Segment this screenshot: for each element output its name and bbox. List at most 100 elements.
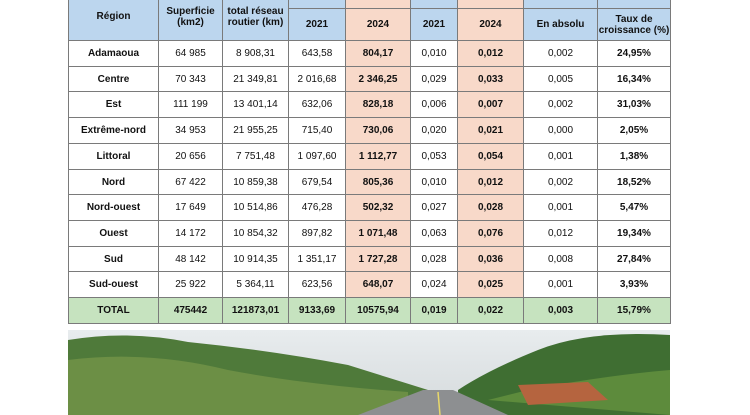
table-cell: 5 364,11 bbox=[222, 271, 289, 298]
row-label: Ouest bbox=[68, 220, 159, 247]
table-cell: 7 751,48 bbox=[222, 143, 289, 170]
table-cell: 897,82 bbox=[288, 220, 346, 247]
header-cell: Taux de croissance (%) bbox=[597, 8, 671, 41]
table-cell: 2 016,68 bbox=[288, 66, 346, 92]
table-cell: 0,012 bbox=[457, 40, 524, 67]
table-cell: 0,003 bbox=[523, 297, 598, 324]
table-cell: 0,005 bbox=[523, 66, 598, 92]
row-label: Est bbox=[68, 91, 159, 118]
header-cell: Superficie (km2) bbox=[158, 0, 223, 41]
table-cell: 1 071,48 bbox=[345, 220, 411, 247]
table-cell: 18,52% bbox=[597, 169, 671, 195]
table-cell: 623,56 bbox=[288, 271, 346, 298]
table-cell: 64 985 bbox=[158, 40, 223, 67]
row-label: Sud-ouest bbox=[68, 271, 159, 298]
table-cell: 0,002 bbox=[523, 40, 598, 67]
table-cell: 0,033 bbox=[457, 66, 524, 92]
table-cell: 16,34% bbox=[597, 66, 671, 92]
table-cell: 19,34% bbox=[597, 220, 671, 247]
table-cell: 8 908,31 bbox=[222, 40, 289, 67]
table-cell: 10 854,32 bbox=[222, 220, 289, 247]
table-cell: 27,84% bbox=[597, 246, 671, 272]
table-cell: 648,07 bbox=[345, 271, 411, 298]
road-photo bbox=[68, 330, 670, 415]
table-cell: 0,002 bbox=[523, 169, 598, 195]
table-cell: 0,028 bbox=[410, 246, 458, 272]
table-cell: 0,022 bbox=[457, 297, 524, 324]
table-cell: 1,38% bbox=[597, 143, 671, 170]
table-cell: 10575,94 bbox=[345, 297, 411, 324]
row-label: Sud bbox=[68, 246, 159, 272]
table-cell: 2,05% bbox=[597, 117, 671, 144]
table-cell: 17 649 bbox=[158, 194, 223, 221]
table-cell: 48 142 bbox=[158, 246, 223, 272]
table-cell: 70 343 bbox=[158, 66, 223, 92]
table-cell: 1 727,28 bbox=[345, 246, 411, 272]
table-cell: 0,025 bbox=[457, 271, 524, 298]
table-cell: 0,001 bbox=[523, 271, 598, 298]
table-cell: 0,001 bbox=[523, 194, 598, 221]
table-cell: 67 422 bbox=[158, 169, 223, 195]
row-label: Littoral bbox=[68, 143, 159, 170]
table-cell: 0,029 bbox=[410, 66, 458, 92]
header-cell: 2024 bbox=[457, 8, 524, 41]
table-cell: 0,024 bbox=[410, 271, 458, 298]
row-label: Extrême-nord bbox=[68, 117, 159, 144]
table-cell: 0,020 bbox=[410, 117, 458, 144]
row-label: TOTAL bbox=[68, 297, 159, 324]
table-cell: 715,40 bbox=[288, 117, 346, 144]
header-cell: 2021 bbox=[288, 8, 346, 41]
table-cell: 13 401,14 bbox=[222, 91, 289, 118]
table-cell: 10 914,35 bbox=[222, 246, 289, 272]
table-cell: 0,027 bbox=[410, 194, 458, 221]
table-cell: 0,007 bbox=[457, 91, 524, 118]
table-cell: 679,54 bbox=[288, 169, 346, 195]
header-cell: 2024 bbox=[345, 8, 411, 41]
table-cell: 10 859,38 bbox=[222, 169, 289, 195]
row-label: Adamaoua bbox=[68, 40, 159, 67]
table-cell: 0,012 bbox=[457, 169, 524, 195]
table-cell: 111 199 bbox=[158, 91, 223, 118]
table-cell: 476,28 bbox=[288, 194, 346, 221]
table-cell: 15,79% bbox=[597, 297, 671, 324]
table-cell: 9133,69 bbox=[288, 297, 346, 324]
header-cell: 2021 bbox=[410, 8, 458, 41]
table-cell: 0,012 bbox=[523, 220, 598, 247]
header-cell: Région bbox=[68, 0, 159, 41]
header-cell: En absolu bbox=[523, 8, 598, 41]
table-cell: 0,008 bbox=[523, 246, 598, 272]
table-cell: 502,32 bbox=[345, 194, 411, 221]
row-label: Nord bbox=[68, 169, 159, 195]
table-cell: 0,010 bbox=[410, 40, 458, 67]
table-cell: 21 349,81 bbox=[222, 66, 289, 92]
table-cell: 24,95% bbox=[597, 40, 671, 67]
table-cell: 643,58 bbox=[288, 40, 346, 67]
table-cell: 0,053 bbox=[410, 143, 458, 170]
table-cell: 3,93% bbox=[597, 271, 671, 298]
table-cell: 25 922 bbox=[158, 271, 223, 298]
table-cell: 828,18 bbox=[345, 91, 411, 118]
row-label: Centre bbox=[68, 66, 159, 92]
table-cell: 0,010 bbox=[410, 169, 458, 195]
table-cell: 0,001 bbox=[523, 143, 598, 170]
table-cell: 0,054 bbox=[457, 143, 524, 170]
table-cell: 0,002 bbox=[523, 91, 598, 118]
table-cell: 0,019 bbox=[410, 297, 458, 324]
table-cell: 10 514,86 bbox=[222, 194, 289, 221]
table-cell: 0,063 bbox=[410, 220, 458, 247]
table-cell: 0,028 bbox=[457, 194, 524, 221]
table-cell: 1 351,17 bbox=[288, 246, 346, 272]
table-cell: 2 346,25 bbox=[345, 66, 411, 92]
table-cell: 1 097,60 bbox=[288, 143, 346, 170]
table-cell: 0,036 bbox=[457, 246, 524, 272]
table-cell: 1 112,77 bbox=[345, 143, 411, 170]
table-cell: 20 656 bbox=[158, 143, 223, 170]
table-cell: 21 955,25 bbox=[222, 117, 289, 144]
table-cell: 805,36 bbox=[345, 169, 411, 195]
table-cell: 475442 bbox=[158, 297, 223, 324]
table-cell: 14 172 bbox=[158, 220, 223, 247]
table-cell: 730,06 bbox=[345, 117, 411, 144]
table-cell: 5,47% bbox=[597, 194, 671, 221]
table-cell: 0,006 bbox=[410, 91, 458, 118]
header-cell: total réseau routier (km) bbox=[222, 0, 289, 41]
